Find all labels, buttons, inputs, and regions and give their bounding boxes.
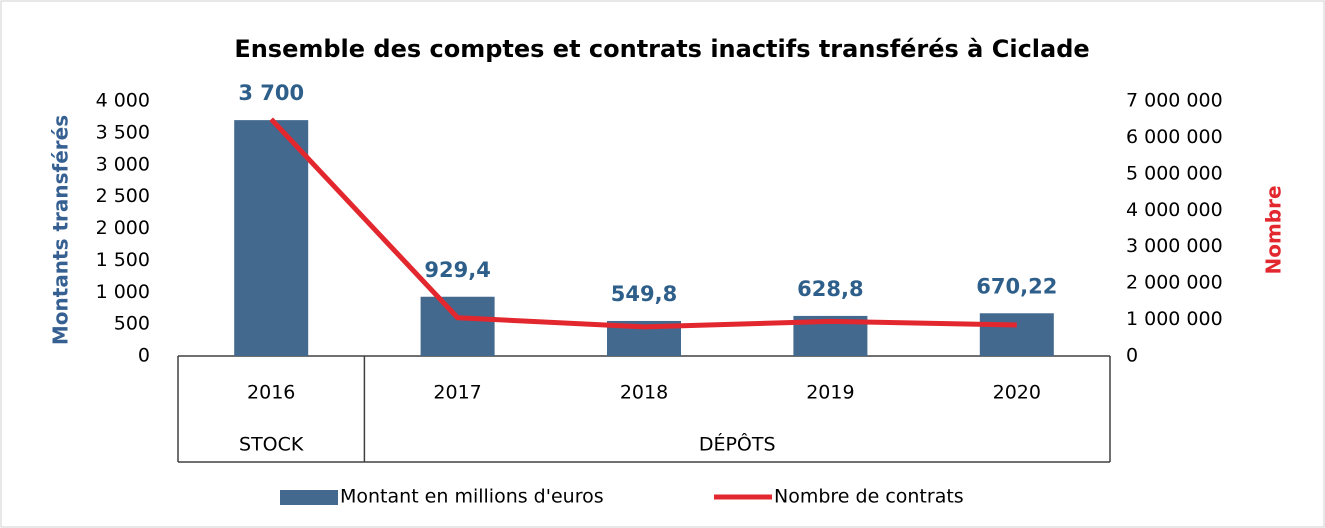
y2-tick-label: 2 000 000 (1126, 272, 1223, 294)
y-tick-label: 3 000 (96, 153, 150, 175)
group-label: STOCK (239, 434, 304, 456)
data-label: 3 700 (238, 81, 304, 105)
y-tick-label: 4 000 (96, 90, 150, 112)
line (269, 117, 1017, 330)
data-label: 628,8 (797, 277, 863, 301)
legend-label: Montant en millions d'euros (340, 486, 604, 508)
y2-tick-label: 7 000 000 (1126, 90, 1223, 112)
y-tick-label: 1 500 (96, 249, 150, 271)
legend-swatch (280, 490, 338, 505)
y-tick-label: 500 (114, 313, 150, 335)
bar (420, 296, 495, 356)
y2-tick-label: 0 (1126, 345, 1138, 367)
y-tick-label: 0 (138, 345, 150, 367)
y2-tick-label: 5 000 000 (1126, 162, 1223, 184)
y2-tick-label: 4 000 000 (1126, 199, 1223, 221)
y-tick-label: 2 500 (96, 185, 150, 207)
y-axis-label: Montants transférés (49, 115, 73, 345)
y-tick-label: 2 000 (96, 217, 150, 239)
data-label: 549,8 (611, 282, 677, 306)
bar (979, 313, 1054, 356)
x-tick-label: 2017 (433, 382, 481, 404)
data-label: 670,22 (976, 274, 1057, 298)
y2-tick-label: 6 000 000 (1126, 126, 1223, 148)
y-tick-label: 3 500 (96, 121, 150, 143)
x-tick-label: 2020 (993, 382, 1041, 404)
chart-title: Ensemble des comptes et contrats inactif… (234, 35, 1089, 63)
x-tick-label: 2016 (247, 382, 295, 404)
y2-tick-label: 1 000 000 (1126, 308, 1223, 330)
y2-tick-label: 3 000 000 (1126, 235, 1223, 257)
y2-axis-label: Nombre (1262, 185, 1286, 274)
x-tick-label: 2019 (806, 382, 854, 404)
bar (234, 120, 309, 356)
x-tick-label: 2018 (620, 382, 668, 404)
y-tick-label: 1 000 (96, 281, 150, 303)
group-label: DÉPÔTS (699, 432, 776, 456)
data-label: 929,4 (424, 258, 490, 282)
legend-label: Nombre de contrats (774, 486, 964, 508)
